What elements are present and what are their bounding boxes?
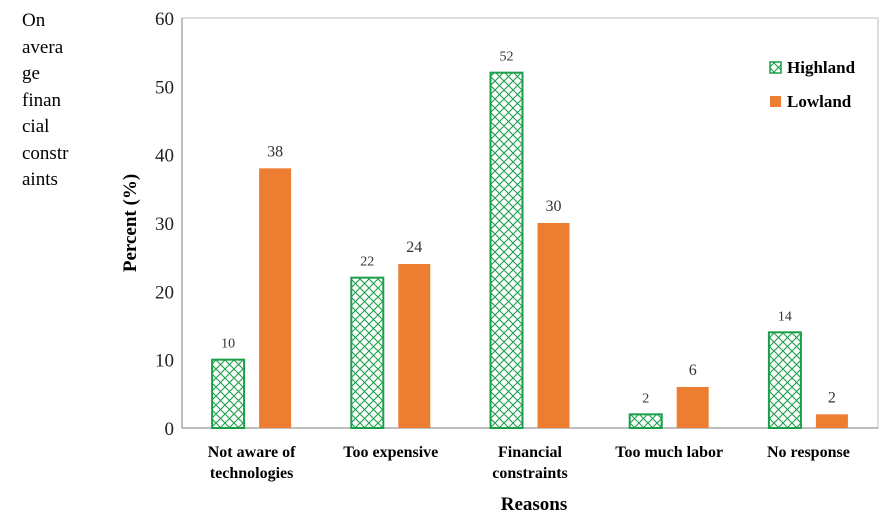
- x-category-label: Too much labor: [615, 444, 723, 461]
- side-text-line: finan: [22, 89, 62, 111]
- y-tick-label: 30: [155, 214, 174, 235]
- x-category-label: constraints: [492, 465, 568, 482]
- data-label-lowland: 30: [546, 198, 562, 215]
- data-label-lowland: 38: [267, 143, 283, 160]
- x-category-label: Too expensive: [343, 444, 438, 461]
- y-axis-title: Percent (%): [120, 174, 141, 272]
- data-label-lowland: 6: [689, 362, 697, 379]
- side-text-line: cial: [22, 116, 50, 137]
- x-category-label: No response: [767, 444, 850, 461]
- bar-lowland: [259, 168, 292, 429]
- x-category-label: technologies: [210, 465, 294, 482]
- bar-highland: [211, 358, 246, 429]
- bar-highland: [350, 276, 385, 429]
- bar-highland: [628, 413, 663, 430]
- bar-lowland: [815, 414, 848, 428]
- legend-label: Lowland: [787, 92, 852, 111]
- data-label-lowland: 24: [406, 239, 422, 256]
- bar-highland: [489, 71, 524, 430]
- legend-swatch-highland: [769, 61, 782, 74]
- x-category-label: Financial: [498, 444, 563, 461]
- data-label-highland: 52: [500, 50, 514, 65]
- y-tick-label: 10: [155, 351, 174, 372]
- y-tick-label: 50: [155, 77, 174, 98]
- data-label-lowland: 2: [828, 389, 836, 406]
- data-label-highland: 14: [778, 309, 792, 324]
- side-text-line: ge: [22, 63, 40, 84]
- side-text-line: avera: [22, 36, 64, 58]
- side-text-line: aints: [22, 169, 58, 190]
- y-tick-label: 60: [155, 9, 174, 30]
- bar-highland: [767, 331, 802, 430]
- side-text-line: On: [22, 10, 46, 31]
- side-text: On avera ge finan cial constr aints: [22, 8, 92, 194]
- bar-lowland: [537, 223, 570, 428]
- data-label-highland: 10: [221, 337, 235, 352]
- y-tick-label: 0: [165, 419, 175, 440]
- x-axis-title: Reasons: [501, 494, 568, 512]
- bar-lowland: [398, 264, 431, 428]
- data-label-highland: 22: [360, 255, 374, 270]
- legend-swatch-lowland: [770, 96, 781, 107]
- y-tick-label: 40: [155, 146, 174, 167]
- legend-label: Highland: [787, 58, 856, 77]
- x-category-label: Not aware of: [208, 444, 296, 461]
- bar-lowland: [676, 387, 709, 428]
- data-label-highland: 2: [642, 391, 649, 406]
- side-text-line: constr: [22, 142, 69, 164]
- y-tick-label: 20: [155, 282, 174, 303]
